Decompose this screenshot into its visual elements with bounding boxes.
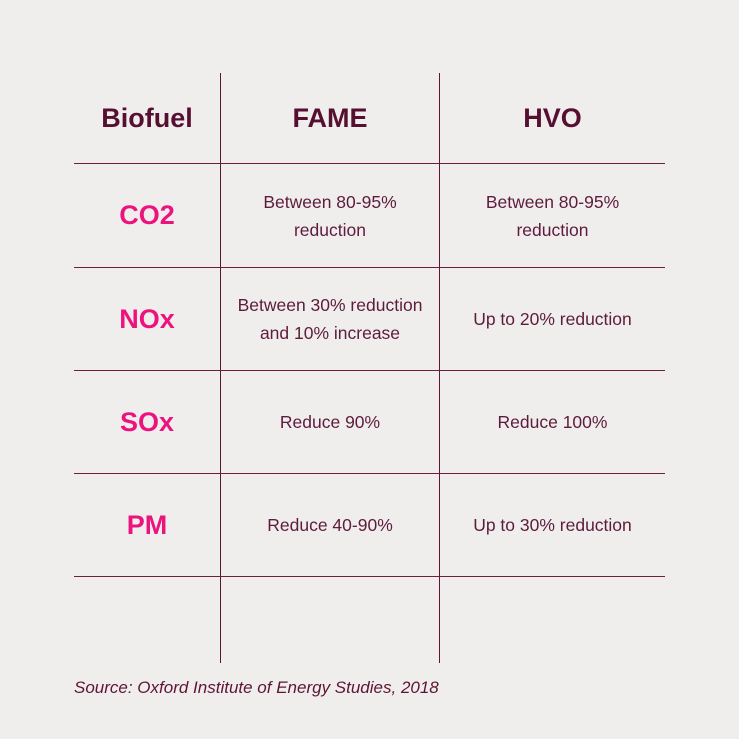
biofuel-comparison-table: Biofuel FAME HVO CO2 Between 80-95% redu… <box>74 73 665 663</box>
cell-pm-fame: Reduce 40-90% <box>221 474 440 577</box>
cell-sox-hvo-text: Reduce 100% <box>497 412 608 432</box>
header-label-fame: FAME <box>292 102 368 133</box>
cell-pm-hvo: Up to 30% reduction <box>440 474 665 577</box>
cell-pm-fame-text: Reduce 40-90% <box>267 515 393 535</box>
row-label-sox-text: SOx <box>119 406 175 437</box>
cell-sox-fame: Reduce 90% <box>221 371 440 474</box>
source-note: Source: Oxford Institute of Energy Studi… <box>74 678 439 697</box>
empty-cell-hvo <box>440 577 665 663</box>
cell-nox-fame: Between 30% reduction and 10% increase <box>221 268 440 371</box>
cell-nox-hvo: Up to 20% reduction <box>440 268 665 371</box>
header-cell-biofuel: Biofuel <box>74 73 221 164</box>
cell-pm-hvo-text: Up to 30% reduction <box>473 515 632 535</box>
cell-sox-fame-text: Reduce 90% <box>279 412 381 432</box>
empty-cell-fame <box>221 577 440 663</box>
header-label-biofuel: Biofuel <box>101 102 193 133</box>
cell-co2-fame-text: Between 80-95% reduction <box>263 191 397 240</box>
cell-nox-hvo-text: Up to 20% reduction <box>473 309 632 329</box>
row-label-co2-text: CO2 <box>119 200 175 230</box>
row-label-pm: PM <box>74 474 221 577</box>
row-label-nox-text: NOx <box>119 303 175 334</box>
row-label-nox: NOx <box>74 268 221 371</box>
cell-nox-fame-text: Between 30% reduction and 10% increase <box>237 295 423 343</box>
cell-sox-hvo: Reduce 100% <box>440 371 665 474</box>
row-label-sox: SOx <box>74 371 221 474</box>
header-label-hvo: HVO <box>523 102 582 133</box>
cell-co2-fame: Between 80-95% reduction <box>221 164 440 268</box>
header-cell-hvo: HVO <box>440 73 665 164</box>
row-label-pm-text: PM <box>126 509 168 540</box>
empty-cell-biofuel <box>74 577 221 663</box>
cell-co2-hvo-text: Between 80-95% reduction <box>485 191 620 240</box>
row-label-co2: CO2 <box>74 164 221 268</box>
cell-co2-hvo: Between 80-95% reduction <box>440 164 665 268</box>
header-cell-fame: FAME <box>221 73 440 164</box>
